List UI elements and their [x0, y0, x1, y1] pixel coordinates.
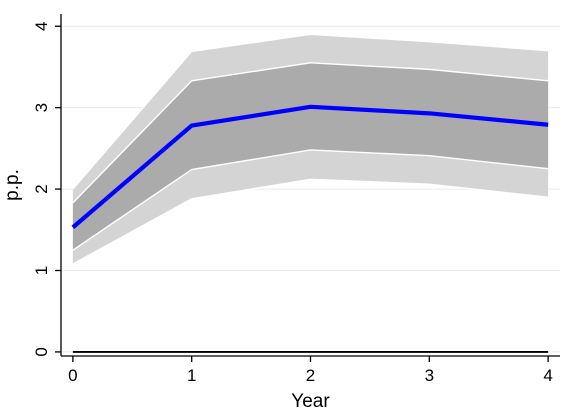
- band-outer-lower-edge: [72, 178, 549, 265]
- band-outer-upper-edge: [72, 33, 549, 190]
- confidence-bands: [72, 33, 549, 265]
- x-tick-label-3: 3: [425, 366, 434, 385]
- y-tick-label-0: 0: [32, 347, 51, 356]
- x-tick-label-4: 4: [543, 366, 552, 385]
- y-tick-label-3: 3: [32, 103, 51, 112]
- tick-marks-and-labels: 0 1 2 3 4 0 1 2 3 4: [32, 21, 553, 385]
- band-inner-lower-edge: [72, 149, 549, 251]
- y-axis-title: p.p.: [2, 169, 23, 201]
- y-tick-label-4: 4: [32, 21, 51, 30]
- series-line-point-estimate: [71, 104, 549, 229]
- x-tick-label-0: 0: [68, 366, 77, 385]
- x-tick-label-1: 1: [187, 366, 196, 385]
- series-lines: [71, 104, 549, 229]
- x-tick-label-2: 2: [306, 366, 315, 385]
- band-inner-upper-edge: [72, 62, 549, 204]
- y-tick-label-1: 1: [32, 266, 51, 275]
- y-tick-label-2: 2: [32, 184, 51, 193]
- x-axis-title: Year: [291, 391, 330, 412]
- band-inner: [72, 62, 549, 251]
